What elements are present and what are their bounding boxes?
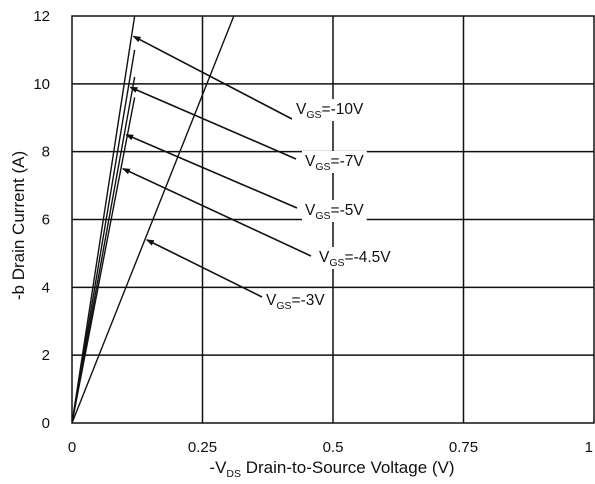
y-tick-label: 2 [42, 347, 50, 364]
annotation-background [302, 151, 367, 173]
series-label-subscript: GS [276, 300, 291, 312]
annotation-background [316, 247, 394, 269]
series-line-4 [72, 97, 136, 423]
annotation-background [302, 200, 367, 222]
x-tick-label: 0.75 [449, 439, 478, 456]
x-tick-label: 0.5 [323, 439, 344, 456]
series-label-prefix: V [305, 202, 316, 219]
x-tick-label: 0.25 [188, 439, 217, 456]
series-label-value: =-5V [331, 202, 365, 219]
series-label: VGS=-7V [305, 153, 364, 173]
annotation-arrow [145, 239, 263, 298]
annotation-arrow [122, 167, 312, 257]
y-tick-label: 4 [42, 279, 50, 296]
x-tick-label: 0 [68, 439, 76, 456]
series-label-value: =-10V [322, 101, 364, 118]
series-label: VGS=-5V [305, 202, 364, 222]
annotation-background [263, 290, 328, 312]
series-label: VGS=-3V [266, 292, 325, 312]
y-tick-label: 6 [42, 212, 50, 229]
plot-frame [71, 15, 595, 424]
series-line-1 [72, 16, 136, 423]
series-label-value: =-7V [331, 153, 365, 170]
x-tick-label: 1 [585, 439, 593, 456]
series-label: VGS=-10V [296, 101, 364, 121]
y-tick-label: 8 [42, 144, 50, 161]
series-label-subscript: GS [329, 257, 344, 269]
annotation-arrow [129, 86, 297, 160]
x-axis-title-prefix: -V [209, 458, 227, 477]
annotation-arrow [125, 133, 298, 209]
series-line-2 [72, 49, 136, 423]
series-label-prefix: V [319, 249, 330, 266]
series-label-prefix: V [266, 292, 277, 309]
y-tick-label: 10 [33, 76, 50, 93]
series-label-prefix: V [296, 101, 307, 118]
series-label-subscript: GS [306, 109, 321, 121]
series-lines [72, 16, 235, 423]
y-tick-labels: 0 2 4 6 8 10 12 [33, 8, 50, 432]
x-axis-title-rest: Drain-to-Source Voltage (V) [241, 458, 455, 477]
x-axis-title-subscript: DS [226, 468, 241, 480]
x-tick-labels: 0 0.25 0.5 0.75 1 [68, 439, 593, 456]
x-axis-title: -VDS Drain-to-Source Voltage (V) [209, 458, 454, 480]
annotation-arrow [132, 35, 293, 120]
series-label-value: =-4.5V [345, 249, 392, 266]
series-label: VGS=-4.5V [319, 249, 391, 269]
series-label-value: =-3V [292, 292, 326, 309]
y-tick-label: 12 [33, 8, 50, 25]
y-axis-title: -b Drain Current (A) [9, 151, 28, 300]
series-label-prefix: V [305, 153, 316, 170]
series-label-subscript: GS [315, 210, 330, 222]
y-tick-label: 0 [42, 415, 50, 432]
series-line-5 [72, 16, 235, 423]
annotation-background [293, 99, 367, 121]
series-label-subscript: GS [315, 161, 330, 173]
